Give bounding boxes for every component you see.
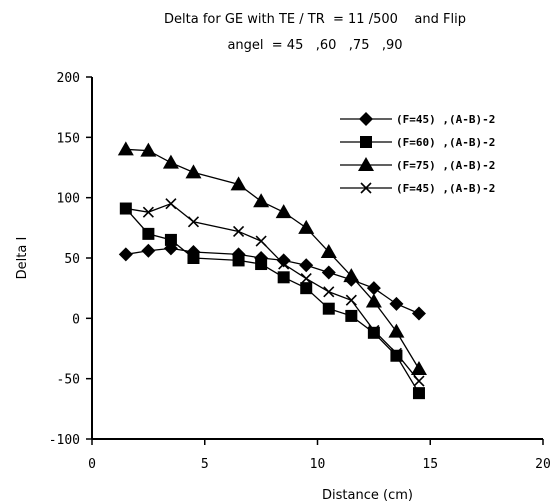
data-point-diamond: [186, 244, 201, 259]
data-point-triangle: [253, 193, 270, 208]
data-point-triangle: [275, 204, 292, 219]
data-point-x: [165, 198, 177, 210]
data-point-x: [390, 347, 402, 359]
x-tick-label: 10: [310, 457, 326, 472]
data-point-square: [232, 254, 245, 267]
x-axis-label: Distance (cm): [322, 488, 413, 503]
legend-marker-diamond: [359, 112, 373, 126]
legend-label: (F=45) ,(A-B)-2: [396, 182, 495, 195]
legend: (F=45) ,(A-B)-2 (F=60) ,(A-B)-2 (F=75) ,(A…: [340, 112, 495, 195]
data-point-x: [300, 272, 312, 285]
y-tick-label: -100: [49, 433, 80, 448]
data-point-x: [255, 235, 267, 247]
data-point-diamond: [321, 265, 336, 280]
data-point-square: [345, 309, 358, 322]
data-point-triangle: [320, 243, 337, 258]
legend-marker-square: [360, 136, 372, 148]
data-point-square: [322, 302, 335, 315]
chart-subtitle: angel = 45 ,60 ,75 ,90: [227, 38, 403, 53]
data-point-square: [277, 271, 290, 284]
data-point-triangle: [410, 361, 427, 376]
tick-labels: 200 150 100 50 0 -50 -100 0 5 10 15 20: [49, 71, 551, 472]
data-point-x: [142, 206, 154, 218]
data-point-square: [300, 282, 313, 295]
data-point-x: [368, 324, 380, 336]
data-point-diamond: [366, 281, 381, 296]
data-point-x: [323, 286, 335, 298]
legend-marker-x: [360, 182, 372, 194]
y-tick-label: 100: [57, 192, 80, 207]
y-tick-label: 0: [72, 312, 80, 327]
y-tick-label: 50: [64, 252, 80, 267]
axes: [86, 76, 544, 445]
data-point-diamond: [389, 296, 404, 311]
data-point-x: [345, 294, 357, 306]
x-tick-label: 20: [535, 457, 551, 472]
data-point-triangle: [298, 219, 315, 234]
legend-marker-triangle: [358, 157, 374, 171]
data-point-triangle: [343, 268, 360, 283]
data-point-square: [390, 349, 403, 362]
data-point-triangle: [230, 176, 247, 191]
data-point-diamond: [141, 243, 156, 258]
y-tick-label: -50: [57, 373, 80, 388]
data-point-x: [413, 375, 425, 387]
y-tick-label: 200: [57, 71, 80, 86]
data-point-triangle: [140, 142, 157, 157]
data-point-x: [120, 202, 132, 215]
data-point-diamond: [276, 253, 291, 268]
data-point-diamond: [118, 247, 133, 262]
series-markers: [117, 141, 427, 400]
data-point-square: [367, 326, 380, 339]
data-point-square: [255, 258, 268, 271]
chart-title: Delta for GE with TE / TR = 11 /500 and …: [164, 12, 466, 27]
legend-label: (F=75) ,(A-B)-2: [396, 159, 495, 172]
x-tick-label: 15: [422, 457, 438, 472]
data-point-square: [187, 252, 200, 264]
data-point-x: [187, 216, 200, 228]
data-point-x: [278, 258, 290, 270]
data-point-triangle: [365, 293, 382, 308]
data-point-square: [164, 233, 177, 246]
data-point-square: [412, 387, 425, 400]
y-axis-label: Delta I: [15, 237, 30, 280]
data-point-diamond: [299, 258, 314, 273]
legend-label: (F=45) ,(A-B)-2: [396, 113, 495, 126]
x-tick-label: 0: [88, 457, 96, 472]
data-point-square: [142, 227, 155, 240]
series-lines: [125, 148, 420, 394]
data-point-triangle: [388, 323, 405, 338]
data-point-x: [233, 225, 245, 238]
data-point-triangle: [185, 164, 202, 179]
data-point-triangle: [117, 141, 134, 156]
data-point-diamond: [411, 306, 426, 321]
legend-label: (F=60) ,(A-B)-2: [396, 136, 495, 149]
y-tick-label: 150: [57, 131, 80, 146]
data-point-triangle: [162, 154, 179, 169]
x-tick-label: 5: [201, 457, 209, 472]
